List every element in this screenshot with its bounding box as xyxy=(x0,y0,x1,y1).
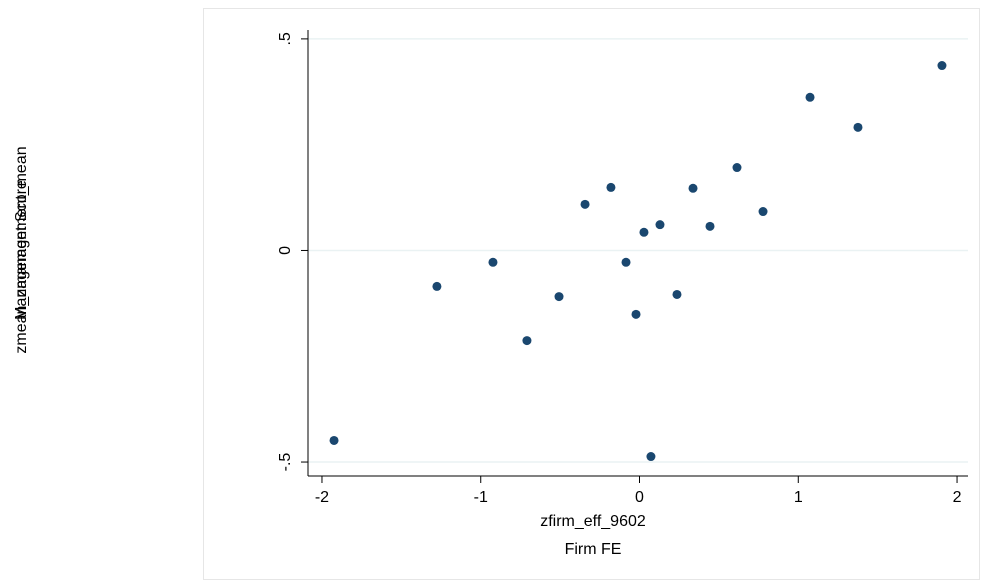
point xyxy=(329,435,339,445)
y-axis-title: zmean_zmanagement_mean xyxy=(13,146,30,353)
point xyxy=(554,292,564,302)
point xyxy=(488,257,498,267)
x-tick-label: -1 xyxy=(474,489,488,506)
point xyxy=(646,452,656,462)
point xyxy=(937,61,947,71)
point xyxy=(639,227,649,237)
x-tick-label: -2 xyxy=(315,489,329,506)
point xyxy=(732,163,742,173)
point xyxy=(688,183,698,193)
y-tick-label: 0 xyxy=(277,246,294,255)
y-tick-label: -.5 xyxy=(277,453,294,472)
point xyxy=(705,221,715,231)
graph-frame xyxy=(203,8,980,580)
x-axis-subtitle: Firm FE xyxy=(565,541,622,558)
point xyxy=(580,199,590,209)
x-axis-title: zfirm_eff_9602 xyxy=(540,513,646,530)
point xyxy=(805,92,815,102)
point xyxy=(621,257,631,267)
point xyxy=(606,182,616,192)
point xyxy=(672,289,682,299)
y-axis-subtitle: Management Score xyxy=(13,180,30,320)
x-tick-label: 1 xyxy=(794,489,803,506)
point xyxy=(432,281,442,291)
y-tick-label: .5 xyxy=(277,32,294,45)
point xyxy=(631,309,641,319)
point xyxy=(655,220,665,230)
x-tick-label: 2 xyxy=(953,489,962,506)
point xyxy=(853,122,863,132)
point xyxy=(522,336,532,346)
x-tick-label: 0 xyxy=(635,489,644,506)
point xyxy=(758,207,768,217)
